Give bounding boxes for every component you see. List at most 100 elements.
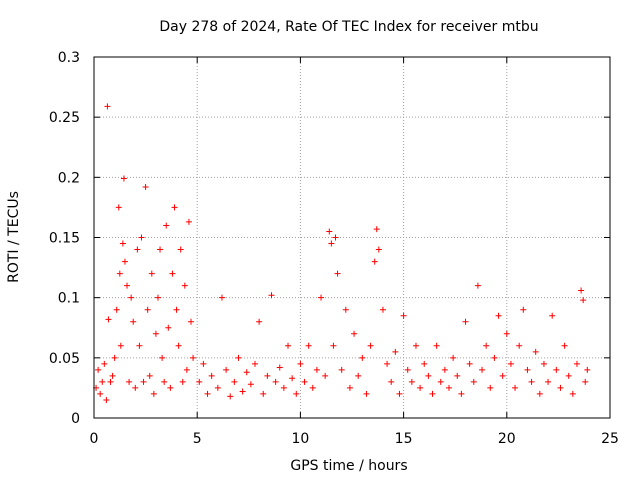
x-axis-title: GPS time / hours (290, 458, 407, 474)
x-tick-label: 20 (498, 431, 516, 447)
data-point (177, 246, 184, 253)
data-point (367, 342, 374, 349)
data-point (305, 342, 312, 349)
data-point (99, 378, 106, 385)
x-tick-label: 0 (90, 431, 99, 447)
grid (94, 57, 610, 418)
data-point (142, 183, 149, 190)
data-point (507, 360, 514, 367)
data-point (404, 366, 411, 373)
y-tick-label: 0.3 (58, 50, 80, 66)
data-point (322, 372, 329, 379)
data-point (239, 388, 246, 395)
data-point (499, 372, 506, 379)
data-point (540, 360, 547, 367)
data-point (584, 366, 591, 373)
data-point (264, 372, 271, 379)
data-point (128, 294, 135, 301)
data-point (371, 258, 378, 265)
data-point (450, 354, 457, 361)
data-point (334, 270, 341, 277)
data-point (214, 384, 221, 391)
data-point (105, 316, 112, 323)
data-point (313, 366, 320, 373)
x-tick-label: 25 (601, 431, 619, 447)
data-point (272, 378, 279, 385)
data-point (561, 342, 568, 349)
data-points (93, 103, 591, 403)
data-point (425, 372, 432, 379)
data-point (578, 287, 585, 294)
y-axis-title: ROTI / TECUs (6, 191, 22, 283)
x-tick-label: 15 (395, 431, 413, 447)
data-point (569, 390, 576, 397)
data-point (204, 390, 211, 397)
data-point (173, 306, 180, 313)
data-point (130, 318, 137, 325)
data-point (342, 306, 349, 313)
data-point (159, 354, 166, 361)
data-point (163, 222, 170, 229)
data-point (384, 360, 391, 367)
data-point (474, 282, 481, 289)
y-tick-label: 0.2 (58, 170, 80, 186)
data-point (146, 372, 153, 379)
data-point (260, 390, 267, 397)
data-point (520, 306, 527, 313)
data-point (150, 390, 157, 397)
data-point (528, 378, 535, 385)
data-point (565, 372, 572, 379)
data-point (136, 342, 143, 349)
y-tick-label: 0.1 (58, 291, 80, 307)
data-point (165, 324, 172, 331)
data-point (276, 364, 283, 371)
data-point (466, 360, 473, 367)
data-point (412, 342, 419, 349)
data-point (503, 330, 510, 337)
data-point (437, 378, 444, 385)
data-point (243, 369, 250, 376)
data-point (359, 354, 366, 361)
data-point (101, 360, 108, 367)
data-point (524, 366, 531, 373)
data-point (167, 384, 174, 391)
data-point (104, 103, 111, 110)
data-point (392, 348, 399, 355)
data-point (185, 218, 192, 225)
data-point (293, 390, 300, 397)
data-point (124, 282, 131, 289)
data-point (338, 366, 345, 373)
data-point (134, 246, 141, 253)
data-point (161, 378, 168, 385)
data-point (116, 270, 123, 277)
data-point (148, 270, 155, 277)
ticks: 0 5 10 15 20 25 0 0.05 0.1 0.15 0.2 0.25 0.3 (49, 50, 619, 447)
y-tick-label: 0.15 (49, 231, 80, 247)
data-point (297, 360, 304, 367)
data-point (573, 360, 580, 367)
data-point (479, 366, 486, 373)
data-point (107, 378, 114, 385)
data-point (536, 390, 543, 397)
y-tick-label: 0.25 (49, 110, 80, 126)
data-point (379, 306, 386, 313)
data-point (126, 378, 133, 385)
data-point (421, 360, 428, 367)
data-point (231, 378, 238, 385)
data-point (208, 372, 215, 379)
x-tick-label: 10 (291, 431, 309, 447)
data-point (235, 354, 242, 361)
chart-title: Day 278 of 2024, Rate Of TEC Index for r… (159, 19, 538, 35)
data-point (553, 366, 560, 373)
data-point (363, 390, 370, 397)
data-point (181, 282, 188, 289)
data-point (138, 234, 145, 241)
data-point (351, 330, 358, 337)
data-point (280, 384, 287, 391)
data-point (487, 384, 494, 391)
x-tick-label: 5 (193, 431, 202, 447)
data-point (396, 390, 403, 397)
data-point (318, 294, 325, 301)
data-point (256, 318, 263, 325)
data-point (301, 378, 308, 385)
